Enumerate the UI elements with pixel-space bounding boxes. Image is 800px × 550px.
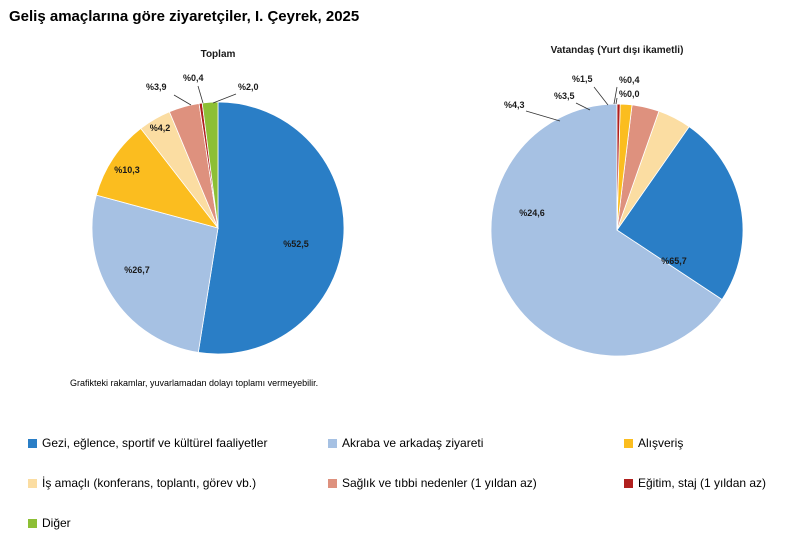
leader-line	[593, 86, 609, 106]
slice-label: %65,7	[661, 256, 687, 266]
slice-label: %4,3	[504, 100, 525, 110]
legend-swatch	[28, 438, 37, 448]
legend-label: Sağlık ve tıbbi nedenler (1 yıldan az)	[342, 476, 537, 490]
legend: Gezi, eğlence, sportif ve kültürel faali…	[28, 436, 798, 546]
slice-label: %0,4	[619, 75, 640, 85]
slice-label: %2,0	[238, 82, 259, 92]
legend-swatch	[624, 438, 633, 448]
legend-label: Eğitim, staj (1 yıldan az)	[638, 476, 767, 490]
legend-label: Diğer	[42, 516, 71, 530]
legend-item: Akraba ve arkadaş ziyareti	[328, 436, 483, 450]
legend-item: Diğer	[28, 516, 71, 530]
leader-line	[212, 93, 237, 104]
slice-label: %3,9	[146, 82, 167, 92]
pie-slice	[616, 103, 621, 231]
legend-item: İş amaçlı (konferans, toplantı, görev vb…	[28, 476, 256, 490]
legend-swatch	[28, 518, 37, 528]
footnote: Grafikteki rakamlar, yuvarlamadan dolayı…	[70, 378, 319, 388]
slice-label: %4,2	[150, 123, 171, 133]
legend-swatch	[28, 478, 37, 488]
slice-label: %0,4	[183, 73, 204, 83]
slice-label: %1,5	[572, 74, 593, 84]
pie-title: Toplam	[201, 49, 236, 60]
pie-slice	[201, 101, 219, 229]
legend-swatch	[328, 438, 337, 448]
legend-item: Gezi, eğlence, sportif ve kültürel faali…	[28, 436, 267, 450]
pie-chart-1: Toplam %52,5 %26,7 %10,3 %4,2 %3,9 %0,4 %2,0	[91, 49, 345, 355]
legend-swatch	[328, 478, 337, 488]
pie-slice	[197, 101, 345, 355]
chart-title: Geliş amaçlarına göre ziyaretçiler, I. Ç…	[9, 8, 360, 25]
pie-slice	[95, 127, 220, 229]
leader-line	[613, 86, 618, 105]
slice-label: %26,7	[124, 265, 150, 275]
slice-label: %24,6	[519, 208, 545, 218]
pie-chart-2: Vatandaş (Yurt dışı ikametli) %65,7 %24,6%…	[490, 45, 744, 357]
pie-charts: Toplam %52,5 %26,7 %10,3 %4,2 %3,9 %0,4 %2,0 Vat…	[91, 45, 744, 357]
legend-label: İş amaçlı (konferans, toplantı, görev vb…	[42, 476, 257, 490]
slice-label: %3,5	[554, 91, 575, 101]
leader-line	[575, 102, 591, 111]
leader-line	[525, 110, 561, 122]
slice-label: %10,3	[114, 165, 140, 175]
legend-label: Akraba ve arkadaş ziyareti	[342, 436, 484, 450]
legend-label: Gezi, eğlence, sportif ve kültürel faali…	[42, 436, 268, 450]
pie-slice	[490, 103, 723, 357]
slice-label: %0,0	[619, 89, 640, 99]
legend-label: Alışveriş	[638, 436, 684, 450]
pie-slice	[616, 126, 744, 301]
leader-line	[197, 85, 204, 104]
leader-line	[173, 94, 192, 106]
pie-slice	[91, 194, 219, 353]
legend-swatch	[624, 478, 633, 488]
leader-line	[615, 97, 618, 105]
legend-item: Sağlık ve tıbbi nedenler (1 yıldan az)	[328, 476, 537, 490]
slice-label: %52,5	[283, 239, 309, 249]
legend-item: Alışveriş	[624, 436, 683, 450]
legend-item: Eğitim, staj (1 yıldan az)	[624, 476, 766, 490]
pie-title: Vatandaş (Yurt dışı ikametli)	[551, 45, 684, 56]
